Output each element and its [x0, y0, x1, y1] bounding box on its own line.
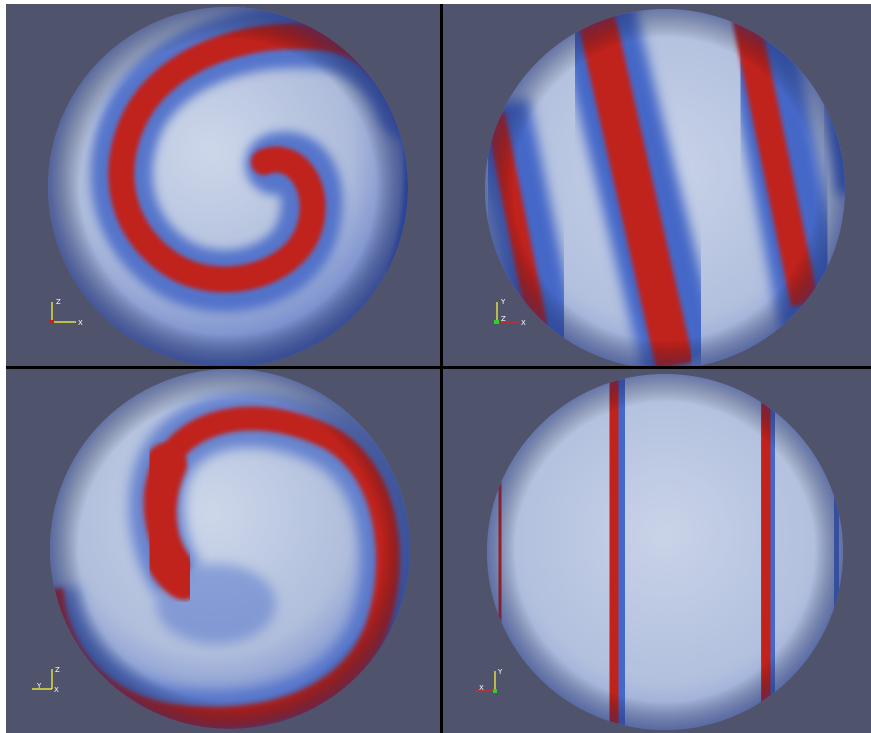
render-view-bottom-left[interactable]: Z X Y — [6, 369, 440, 733]
axis-right-label: X — [479, 684, 484, 692]
axis-up-label: Z — [56, 298, 61, 306]
axis-right-label: X — [78, 319, 83, 327]
sphere-render: Z X — [48, 7, 408, 366]
quad-view-grid: Z X — [6, 4, 871, 733]
orientation-axes: Y X — [475, 668, 503, 693]
axis-right-label: X — [54, 686, 59, 694]
axis-corner-label: Y — [36, 682, 42, 690]
render-view-top-left[interactable]: Z X — [6, 4, 440, 366]
axis-up-label: Y — [497, 668, 503, 676]
axis-corner-label: Z — [501, 315, 506, 323]
sphere-render: Y X Z — [485, 9, 845, 366]
orientation-axes: Z X — [49, 298, 83, 327]
render-view-top-right[interactable]: Y X Z — [443, 4, 871, 366]
sphere-render: Y X — [475, 374, 843, 730]
axis-right-label: X — [521, 319, 526, 327]
axis-up-label: Y — [500, 298, 506, 306]
sphere-render: Z X Y — [32, 369, 410, 729]
orientation-axes: Z X Y — [32, 666, 60, 694]
render-view-bottom-right[interactable]: Y X — [443, 369, 871, 733]
orientation-axes: Y X Z — [494, 298, 526, 327]
axis-up-label: Z — [55, 666, 60, 674]
